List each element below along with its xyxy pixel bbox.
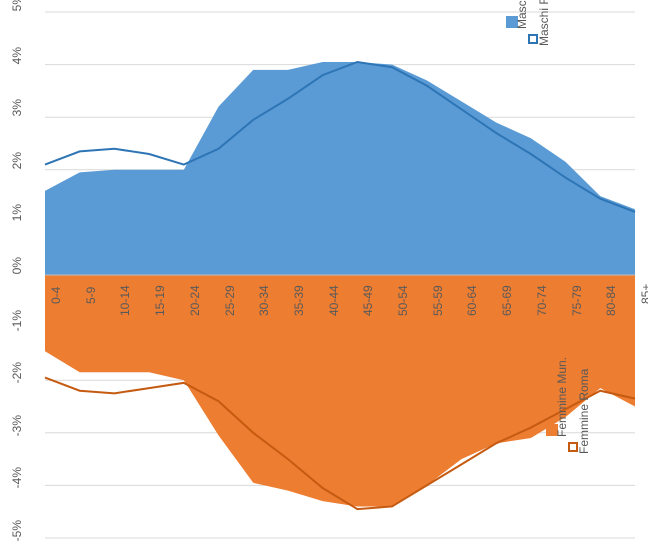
- x-tick-label: 55-59: [431, 285, 445, 316]
- x-tick-label: 0-4: [49, 286, 63, 303]
- y-tick-label: -4%: [10, 467, 24, 501]
- y-tick-label: 2%: [10, 152, 24, 186]
- x-tick-label: 15-19: [153, 285, 167, 316]
- legend-label: Maschi Roma: [537, 0, 551, 46]
- x-tick-label: 80-84: [604, 285, 618, 316]
- y-tick-label: 0%: [10, 257, 24, 291]
- y-tick-label: 3%: [10, 99, 24, 133]
- x-tick-label: 45-49: [361, 285, 375, 316]
- series-maschi-mun-area: [45, 62, 635, 275]
- x-tick-label: 25-29: [223, 285, 237, 316]
- x-tick-label: 85+: [639, 283, 648, 303]
- plot-svg: [0, 0, 648, 550]
- x-tick-label: 60-64: [465, 285, 479, 316]
- legend-item-femmine_mun: Femmine Mun.: [546, 422, 562, 438]
- legend-item-maschi_roma: Maschi Roma: [528, 31, 544, 47]
- legend-bottom: Femmine Mun.Femmine Roma: [546, 422, 562, 455]
- x-tick-label: 10-14: [118, 285, 132, 316]
- population-pyramid-chart: -5%-4%-3%-2%-1%0%1%2%3%4%5% 0-45-910-141…: [0, 0, 648, 550]
- legend-label: Femmine Roma: [577, 369, 591, 454]
- y-tick-label: -3%: [10, 415, 24, 449]
- x-tick-label: 40-44: [327, 285, 341, 316]
- y-tick-label: 5%: [10, 0, 24, 28]
- y-tick-label: -1%: [10, 310, 24, 344]
- x-tick-label: 35-39: [292, 285, 306, 316]
- x-tick-label: 50-54: [396, 285, 410, 316]
- y-tick-label: 4%: [10, 47, 24, 81]
- legend-item-maschi_mun: Maschi Mun.: [506, 14, 522, 30]
- x-tick-label: 70-74: [535, 285, 549, 316]
- legend-item-femmine_roma: Femmine Roma: [568, 439, 584, 455]
- legend-top: Maschi Mun.Maschi Roma: [506, 14, 522, 47]
- legend-label: Femmine Mun.: [555, 357, 569, 437]
- x-tick-label: 75-79: [570, 285, 584, 316]
- legend-label: Maschi Mun.: [515, 0, 529, 29]
- y-tick-label: 1%: [10, 204, 24, 238]
- x-tick-label: 65-69: [500, 285, 514, 316]
- y-tick-label: -2%: [10, 362, 24, 396]
- x-tick-label: 20-24: [188, 285, 202, 316]
- x-tick-label: 30-34: [257, 285, 271, 316]
- y-tick-label: -5%: [10, 520, 24, 554]
- x-tick-label: 5-9: [84, 286, 98, 303]
